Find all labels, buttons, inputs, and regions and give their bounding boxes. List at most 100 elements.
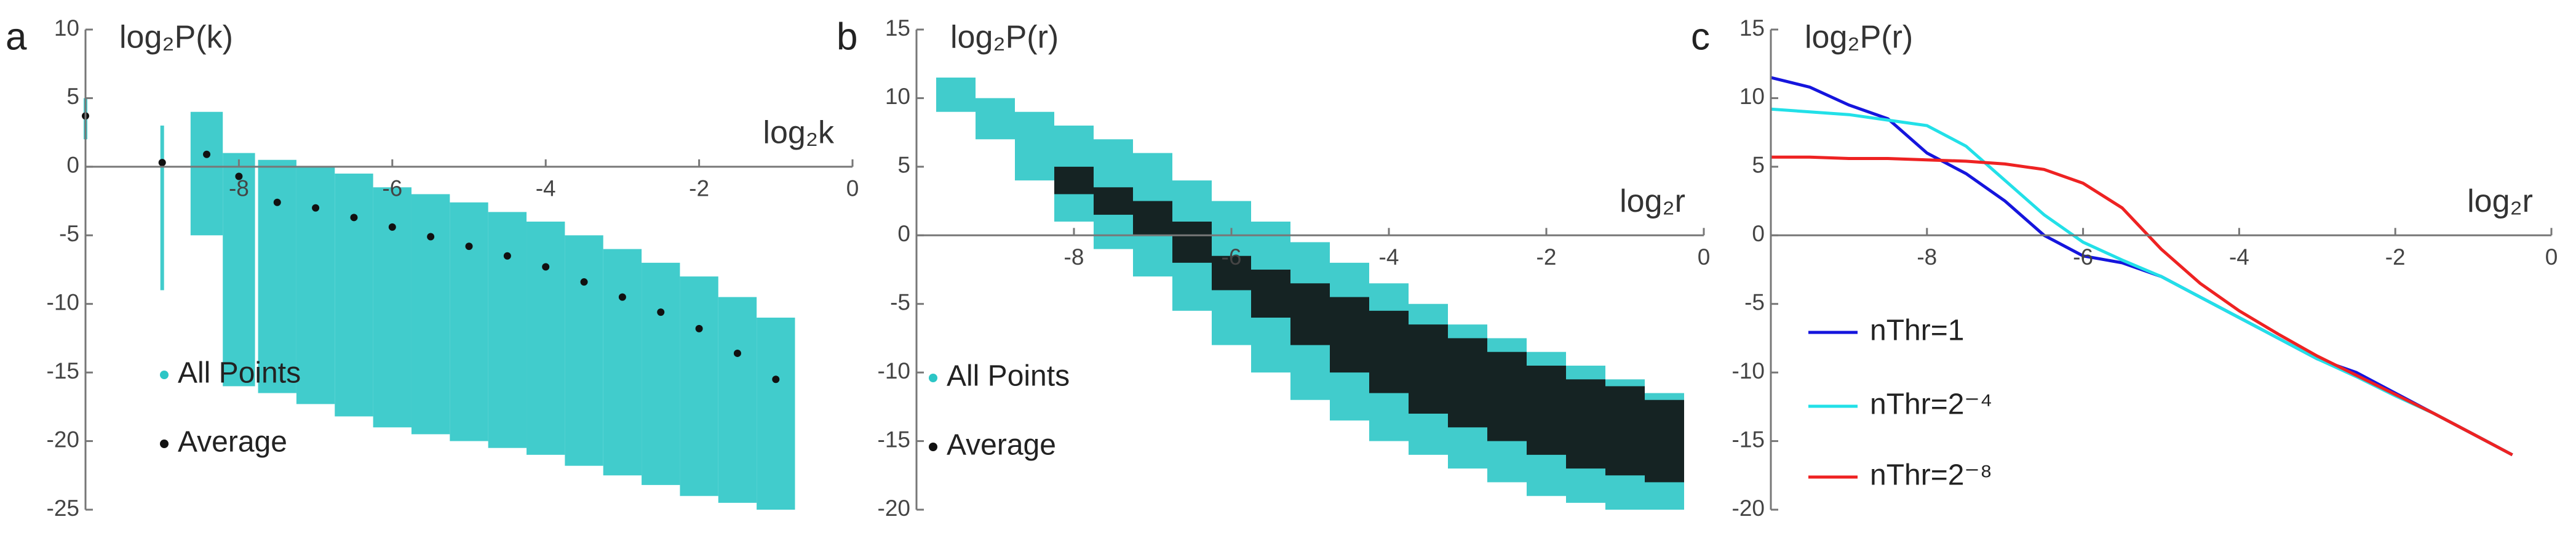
legend-label: nThr=2⁻⁸ [1870, 459, 1992, 492]
panel-label: b [837, 15, 857, 58]
x-tick-label: -6 [2073, 244, 2093, 270]
point [733, 349, 741, 357]
point [465, 243, 473, 251]
point-range [642, 262, 680, 485]
panel-label: a [6, 15, 27, 58]
y-tick-label: 5 [1752, 153, 1765, 178]
legend-label: All Points [947, 360, 1070, 393]
point [542, 263, 550, 271]
point-range [223, 153, 255, 387]
y-tick-label: 10 [1739, 84, 1765, 109]
point-range [373, 187, 411, 428]
point [388, 223, 396, 231]
legend-swatch [160, 440, 169, 448]
y-tick-label: -20 [878, 496, 910, 521]
point-range [1094, 187, 1133, 215]
point [618, 293, 626, 301]
y-axis-label: log₂P(r) [950, 20, 1059, 55]
x-tick-label: 0 [846, 176, 859, 201]
point-range [565, 235, 603, 466]
data-layer [82, 98, 795, 510]
x-axis-label: log₂r [1620, 183, 1685, 219]
legend-label: All Points [178, 357, 301, 390]
y-tick-label: -15 [878, 427, 910, 452]
y-axis-label: log₂P(r) [1805, 20, 1913, 55]
panel-label: c [1691, 15, 1710, 58]
point-range [160, 126, 164, 291]
point-range [1015, 111, 1054, 181]
x-tick-label: -8 [1917, 244, 1937, 270]
x-axis-label: log₂k [763, 115, 835, 151]
y-tick-label: 0 [1752, 221, 1765, 246]
y-axis-label: log₂P(k) [119, 20, 233, 55]
point-range [1605, 386, 1645, 476]
y-tick-label: 5 [66, 84, 79, 109]
point [312, 204, 320, 212]
point [427, 233, 435, 241]
x-tick-label: -2 [1536, 244, 1557, 270]
legend-swatch [929, 443, 937, 451]
y-tick-label: -20 [47, 427, 79, 452]
legend-label: Average [178, 426, 287, 459]
legend-label: nThr=1 [1870, 315, 1964, 347]
y-tick-label: -15 [47, 358, 79, 383]
y-tick-label: -10 [1732, 358, 1765, 383]
point [503, 252, 511, 260]
y-tick-label: -5 [1744, 289, 1765, 315]
y-tick-label: -25 [47, 496, 79, 521]
point [350, 214, 358, 222]
point [203, 150, 211, 158]
point-range [450, 202, 488, 441]
y-tick-label: 0 [66, 153, 79, 178]
point-range [1409, 324, 1448, 414]
point-range [1054, 166, 1094, 195]
point-range [1251, 270, 1290, 318]
point-range [1566, 379, 1605, 469]
point [273, 198, 281, 206]
y-tick-label: 10 [885, 84, 910, 109]
point-range [718, 297, 757, 503]
data-layer [1770, 76, 2513, 457]
x-tick-label: -2 [2385, 244, 2406, 270]
point-range [1448, 338, 1487, 428]
point [235, 172, 243, 180]
legend-swatch [160, 371, 169, 379]
y-tick-label: 10 [54, 15, 79, 41]
legend-label: nThr=2⁻⁴ [1870, 388, 1992, 421]
x-axis-label: log₂r [2467, 183, 2533, 219]
point [772, 375, 780, 383]
point [158, 159, 166, 167]
point-range [1133, 201, 1172, 236]
x-tick-label: -8 [1064, 244, 1084, 270]
legend-swatch [929, 374, 937, 382]
y-tick-label: -15 [1732, 427, 1765, 452]
point-range [976, 98, 1015, 140]
y-tick-label: 0 [897, 221, 910, 246]
point-range [1172, 222, 1212, 263]
data-layer [936, 78, 1684, 510]
y-tick-label: -20 [1732, 496, 1765, 521]
point-range [1290, 283, 1330, 345]
point-range [1369, 310, 1409, 393]
point-range [335, 174, 373, 417]
point-range [527, 222, 565, 455]
point-range [1330, 297, 1369, 373]
point-range [296, 166, 335, 404]
x-tick-label: -6 [1222, 244, 1242, 270]
point [657, 308, 665, 316]
y-tick-label: -10 [47, 289, 79, 315]
x-tick-label: -4 [536, 176, 556, 201]
point-range [411, 194, 450, 435]
point-range [680, 276, 718, 496]
x-tick-label: 0 [2545, 244, 2558, 270]
y-tick-label: 15 [1739, 15, 1765, 41]
y-tick-label: -10 [878, 358, 910, 383]
point-range [1527, 366, 1566, 455]
point-range [488, 212, 527, 448]
point [695, 324, 703, 332]
point-range [1212, 255, 1251, 291]
